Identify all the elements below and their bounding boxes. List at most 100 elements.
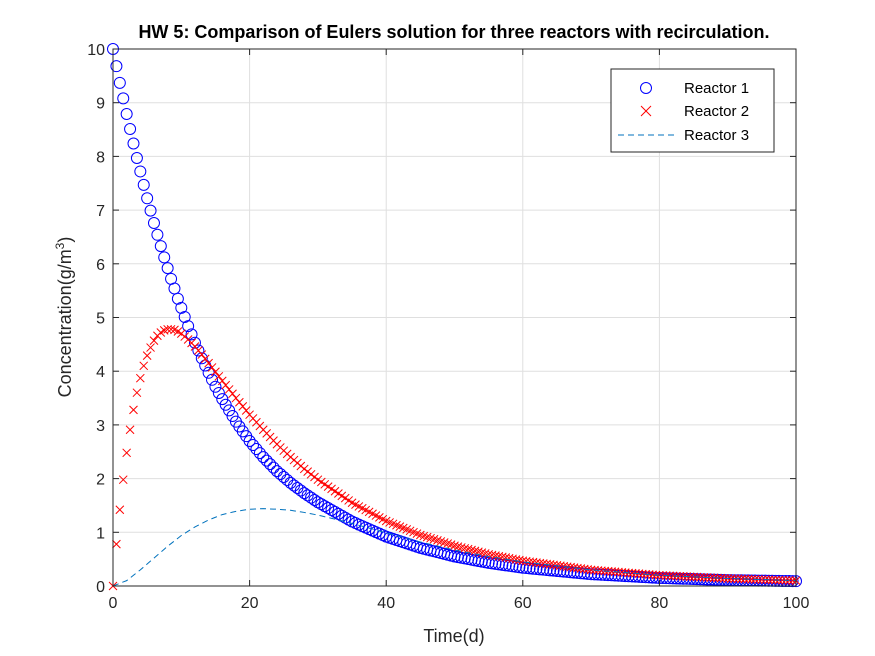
data-point	[178, 310, 191, 323]
data-point	[146, 343, 155, 352]
y-tick-label: 3	[96, 418, 105, 435]
data-point-stroke	[716, 573, 726, 583]
data-point	[211, 367, 220, 377]
data-point	[315, 498, 328, 511]
data-point-stroke	[327, 484, 336, 494]
data-point-stroke	[211, 367, 220, 377]
data-point	[301, 489, 314, 502]
data-point	[188, 336, 201, 349]
data-point-stroke	[426, 533, 435, 543]
y-tick-label: 2	[96, 472, 105, 489]
data-point-stroke	[487, 550, 497, 560]
data-point	[137, 178, 150, 191]
data-point	[161, 262, 174, 275]
data-point	[777, 575, 787, 585]
data-point	[501, 553, 511, 562]
data-point	[134, 165, 147, 178]
data-point	[141, 192, 154, 205]
y-axis-title-superscript: 3	[53, 242, 67, 249]
data-point	[125, 425, 135, 435]
data-point	[206, 373, 219, 386]
y-axis-title-main: Concentration(g/m	[55, 249, 75, 397]
data-point-stroke	[398, 523, 408, 533]
data-point	[747, 574, 756, 584]
data-point	[617, 567, 627, 577]
data-point	[132, 388, 142, 398]
data-point	[678, 572, 688, 581]
data-point	[158, 251, 171, 264]
data-point-stroke	[675, 571, 685, 581]
data-point-stroke	[429, 534, 439, 544]
data-point-stroke	[221, 380, 231, 390]
data-point-stroke	[443, 539, 453, 548]
data-point	[235, 397, 244, 407]
data-point	[322, 502, 335, 515]
data-point	[294, 484, 307, 497]
data-point-stroke	[508, 554, 517, 564]
data-point-stroke	[405, 526, 415, 536]
data-point-stroke	[678, 572, 688, 581]
data-point-stroke	[330, 486, 340, 496]
data-point	[216, 393, 229, 406]
data-point-stroke	[170, 325, 179, 335]
data-point-stroke	[217, 376, 227, 386]
data-point-stroke	[118, 475, 128, 485]
data-point-stroke	[139, 361, 149, 371]
data-point	[574, 567, 587, 580]
data-point-stroke	[470, 546, 480, 556]
data-point	[163, 324, 172, 334]
data-point	[607, 567, 616, 576]
data-point	[706, 573, 715, 583]
data-point	[325, 503, 338, 516]
data-point-stroke	[381, 516, 391, 526]
data-point	[629, 570, 642, 583]
data-point	[247, 439, 260, 452]
data-point-stroke	[777, 575, 787, 585]
y-tick-label: 4	[96, 364, 105, 381]
data-point	[299, 464, 309, 474]
data-point-stroke	[484, 549, 494, 559]
data-point	[305, 491, 318, 504]
data-point	[332, 507, 345, 520]
data-point	[578, 567, 591, 580]
data-point	[632, 570, 645, 583]
data-point-stroke	[142, 351, 152, 360]
data-point-stroke	[658, 571, 668, 580]
data-point	[429, 534, 439, 544]
data-point	[342, 513, 355, 526]
data-point	[602, 569, 615, 582]
data-point	[224, 385, 234, 394]
data-point-stroke	[665, 571, 674, 581]
data-point-stroke	[747, 574, 756, 584]
x-tick-label: 40	[377, 595, 395, 612]
data-point	[182, 320, 195, 333]
y-axis-title: Concentration(g/m3)	[53, 237, 75, 398]
data-point	[130, 152, 143, 165]
data-point	[619, 570, 632, 583]
data-point	[154, 240, 167, 253]
y-tick-label: 10	[87, 42, 105, 59]
data-point	[207, 363, 217, 372]
data-point	[626, 570, 639, 583]
data-point	[494, 551, 504, 561]
data-point-stroke	[395, 522, 405, 531]
data-point	[588, 568, 601, 581]
data-point-stroke	[737, 574, 746, 584]
data-point	[696, 572, 705, 582]
data-point	[484, 549, 494, 559]
data-point-stroke	[323, 482, 333, 491]
x-tick-label: 80	[651, 595, 669, 612]
data-point-stroke	[460, 543, 470, 553]
data-point-stroke	[235, 397, 244, 407]
data-point	[658, 571, 668, 580]
data-point-stroke	[491, 551, 500, 560]
data-point	[586, 565, 596, 575]
data-point	[419, 531, 429, 541]
data-point	[595, 568, 608, 581]
data-point	[328, 505, 341, 518]
data-point	[527, 562, 540, 575]
data-point	[120, 107, 133, 120]
data-point-stroke	[357, 503, 367, 513]
data-point-stroke	[299, 464, 309, 474]
data-point	[511, 555, 521, 564]
